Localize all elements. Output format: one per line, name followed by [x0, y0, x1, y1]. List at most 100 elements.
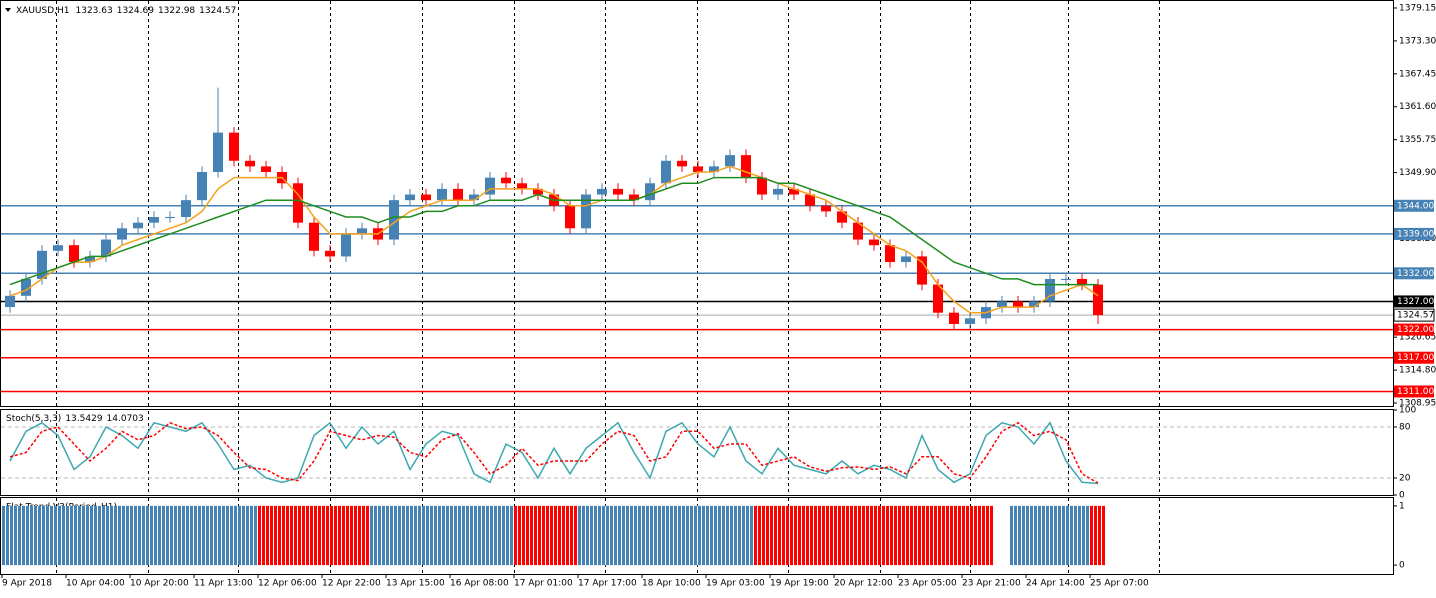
x-tick-label: 12 Apr 06:00 [258, 579, 317, 589]
candle-body [389, 200, 399, 240]
candle-body [869, 239, 879, 246]
header-high: 1324.69 [117, 6, 154, 16]
candle-body [805, 194, 815, 206]
candle-body [629, 194, 639, 201]
level-label: 1322.00 [1397, 325, 1434, 335]
candle-body [245, 160, 255, 167]
header-low: 1322.98 [158, 6, 195, 16]
candle-body [933, 284, 943, 313]
y-tick-label: 0 [1399, 491, 1405, 501]
y-tick-label: 1379.15 [1399, 3, 1436, 13]
candle-body [901, 256, 911, 263]
candle-body [293, 183, 303, 223]
moving-average [9, 165, 1099, 314]
x-tick-label: 12 Apr 22:00 [322, 579, 381, 589]
x-tick-label: 10 Apr 20:00 [130, 579, 189, 589]
candle-body [325, 250, 335, 257]
candle-body [117, 228, 127, 240]
header-open: 1323.63 [76, 6, 113, 16]
candle-body [1029, 301, 1039, 308]
candle-body [1093, 284, 1103, 316]
candle-body [997, 301, 1007, 308]
candle-body [229, 132, 239, 161]
x-tick-label: 17 Apr 17:00 [578, 579, 637, 589]
level-label: 1311.00 [1397, 387, 1434, 397]
candle-body [773, 188, 783, 195]
y-tick-label: 20 [1399, 474, 1411, 484]
y-tick-label: 1308.95 [1399, 399, 1436, 409]
candle-body [581, 194, 591, 229]
candle-body [485, 177, 495, 195]
stoch-panel [0, 409, 1394, 496]
candle-body [197, 172, 207, 201]
candle-body [677, 160, 687, 167]
x-tick-label: 10 Apr 04:00 [66, 579, 125, 589]
candle-body [53, 245, 63, 251]
candle-body [357, 228, 367, 234]
y-tick-label: 0 [1399, 561, 1405, 571]
x-tick-label: 24 Apr 14:00 [1026, 579, 1085, 589]
candle-body [213, 132, 223, 173]
level-label: 1327.00 [1397, 297, 1434, 307]
candle-body [469, 194, 479, 201]
x-tick-label: 13 Apr 15:00 [386, 579, 445, 589]
candle-body [85, 256, 95, 263]
stoch-name: Stoch(5,3,3) [6, 414, 61, 424]
main-panel [0, 0, 1394, 407]
candle-body [565, 205, 575, 229]
candle-body [437, 188, 447, 201]
stoch-signal-value: 14.0703 [107, 414, 144, 424]
level-label: 1344.00 [1397, 201, 1434, 211]
candle-body [613, 188, 623, 195]
candle-body [709, 166, 719, 173]
y-tick-label: 1349.90 [1399, 168, 1436, 178]
level-label-box [1394, 295, 1434, 308]
header-close: 1324.57 [199, 6, 236, 16]
candle-body [181, 200, 191, 218]
candle-body [517, 183, 527, 189]
x-tick-label: 11 Apr 13:00 [194, 579, 253, 589]
candle-body [1013, 301, 1023, 308]
candle-body [837, 211, 847, 223]
candle-body [1061, 278, 1071, 280]
candle-body [341, 233, 351, 257]
x-tick-label: 20 Apr 12:00 [834, 579, 893, 589]
level-label-box [1393, 308, 1435, 322]
candle-body [101, 239, 111, 257]
candle-body [853, 222, 863, 240]
x-tick-label: 17 Apr 01:00 [514, 579, 573, 589]
level-label-box [1394, 323, 1434, 336]
candle-body [37, 250, 47, 279]
candle-body [309, 222, 319, 251]
candle-body [965, 318, 975, 324]
symbol: XAUUSD,H1 [16, 6, 70, 16]
candle-body [821, 205, 831, 212]
moving-average [9, 176, 1098, 286]
candle-body [725, 155, 735, 167]
x-tick-label: 19 Apr 03:00 [706, 579, 765, 589]
x-tick-label: 18 Apr 10:00 [642, 579, 701, 589]
candle-body [165, 217, 175, 219]
y-tick-label: 1367.45 [1399, 69, 1436, 79]
candle-body [917, 256, 927, 285]
candle-body [453, 188, 463, 201]
level-label-box [1394, 267, 1434, 280]
y-tick-label: 1361.60 [1399, 102, 1436, 112]
level-label-box [1394, 227, 1434, 240]
y-tick-label: 1 [1399, 501, 1405, 511]
candle-body [1077, 278, 1087, 285]
candle-body [661, 160, 671, 184]
y-tick-label: 1373.30 [1399, 36, 1436, 46]
candle-body [885, 245, 895, 263]
candle-body [21, 278, 31, 296]
x-tick-label: 23 Apr 05:00 [898, 579, 957, 589]
level-label-box [1394, 385, 1434, 398]
x-tick-label: 23 Apr 21:00 [962, 579, 1021, 589]
x-tick-label: 9 Apr 2018 [2, 579, 52, 589]
x-tick-label: 19 Apr 19:00 [770, 579, 829, 589]
candle-body [405, 194, 415, 201]
x-tick-label: 25 Apr 07:00 [1090, 579, 1149, 589]
oscillator-line [9, 421, 1099, 484]
